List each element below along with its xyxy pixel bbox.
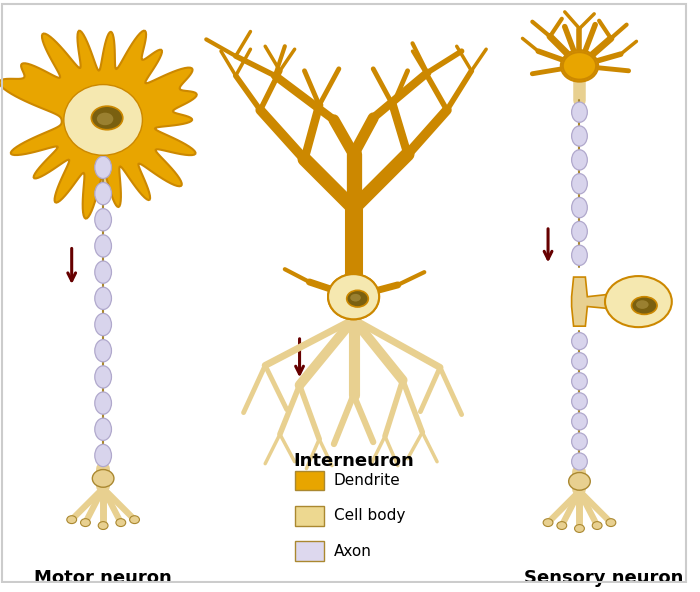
- Ellipse shape: [116, 519, 126, 526]
- Ellipse shape: [572, 221, 587, 242]
- Ellipse shape: [592, 522, 602, 529]
- Ellipse shape: [94, 366, 111, 388]
- Ellipse shape: [92, 469, 114, 487]
- Ellipse shape: [94, 208, 111, 231]
- Ellipse shape: [543, 519, 553, 526]
- Ellipse shape: [94, 261, 111, 284]
- Text: Dendrite: Dendrite: [334, 473, 400, 488]
- Ellipse shape: [94, 340, 111, 362]
- Ellipse shape: [94, 287, 111, 310]
- Ellipse shape: [572, 353, 587, 369]
- Ellipse shape: [572, 245, 587, 265]
- Text: Interneuron: Interneuron: [293, 452, 414, 470]
- Ellipse shape: [328, 274, 379, 319]
- Ellipse shape: [64, 85, 142, 155]
- Ellipse shape: [349, 293, 361, 302]
- Ellipse shape: [572, 433, 587, 450]
- Ellipse shape: [66, 516, 76, 523]
- Ellipse shape: [572, 126, 587, 146]
- Ellipse shape: [94, 235, 111, 257]
- Ellipse shape: [572, 102, 587, 123]
- Ellipse shape: [572, 150, 587, 170]
- Ellipse shape: [94, 445, 111, 466]
- Ellipse shape: [94, 182, 111, 205]
- Ellipse shape: [605, 276, 672, 327]
- Ellipse shape: [328, 274, 379, 319]
- Ellipse shape: [130, 516, 139, 523]
- Ellipse shape: [346, 290, 368, 307]
- Ellipse shape: [572, 333, 587, 350]
- Text: Cell body: Cell body: [334, 508, 405, 523]
- Ellipse shape: [346, 290, 368, 307]
- Ellipse shape: [572, 453, 587, 470]
- Ellipse shape: [94, 313, 111, 336]
- Ellipse shape: [572, 373, 587, 390]
- Ellipse shape: [97, 112, 114, 126]
- Ellipse shape: [91, 106, 122, 130]
- Ellipse shape: [94, 418, 111, 440]
- Ellipse shape: [557, 522, 567, 529]
- FancyBboxPatch shape: [295, 471, 324, 490]
- Ellipse shape: [572, 392, 587, 410]
- Ellipse shape: [572, 173, 587, 194]
- Text: Sensory neuron: Sensory neuron: [524, 569, 684, 587]
- Ellipse shape: [94, 156, 111, 179]
- Polygon shape: [0, 31, 197, 218]
- Ellipse shape: [349, 293, 361, 302]
- Text: Axon: Axon: [334, 543, 372, 559]
- FancyBboxPatch shape: [295, 506, 324, 526]
- Ellipse shape: [636, 300, 649, 310]
- Ellipse shape: [94, 392, 111, 414]
- Ellipse shape: [98, 522, 108, 529]
- Ellipse shape: [606, 519, 616, 526]
- Ellipse shape: [568, 472, 590, 490]
- Ellipse shape: [80, 519, 90, 526]
- Ellipse shape: [631, 297, 657, 314]
- Ellipse shape: [561, 50, 598, 82]
- Polygon shape: [572, 277, 619, 326]
- Ellipse shape: [572, 198, 587, 218]
- Ellipse shape: [563, 52, 596, 80]
- Ellipse shape: [575, 525, 584, 532]
- FancyBboxPatch shape: [295, 541, 324, 561]
- Ellipse shape: [572, 413, 587, 430]
- Text: Motor neuron: Motor neuron: [34, 569, 172, 587]
